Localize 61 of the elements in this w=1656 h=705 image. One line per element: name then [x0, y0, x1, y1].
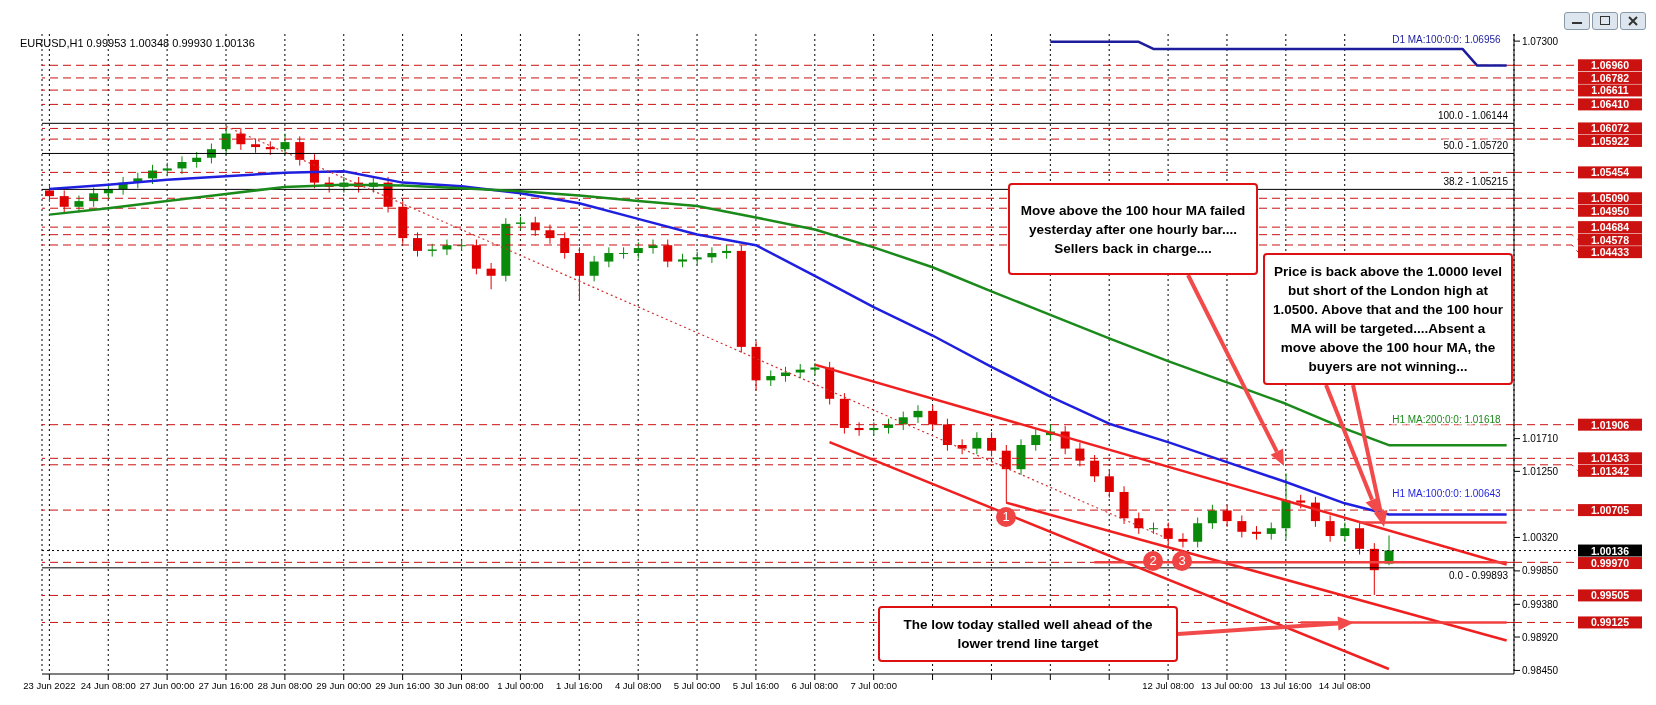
x-tick-label: 24 Jun 08:00: [80, 679, 136, 691]
ref-line-label: 1.04950: [1591, 204, 1630, 217]
annotation: 100.0 - 1.06144: [1437, 110, 1509, 122]
ref-line-label: 1.01906: [1591, 418, 1630, 431]
x-tick-label: 4 Jul 08:00: [614, 679, 662, 691]
ref-line-label: 1.00136: [1591, 544, 1630, 557]
text: H1 MA:200:0:0: 1.01618: [1392, 413, 1502, 425]
series-label: H1 MA:100:0:0: 1.00643: [1392, 488, 1502, 500]
y-tick-label: 0.99850: [1522, 565, 1559, 577]
x-tick-label: 29 Jun 16:00: [375, 679, 431, 691]
series-label: D1 MA:100:0:0: 1.06956: [1392, 33, 1502, 45]
x-tick-label: 30 Jun 08:00: [434, 679, 489, 691]
x-tick-label: 27 Jun 16:00: [198, 679, 254, 691]
ref-line-label: 1.06611: [1591, 84, 1629, 97]
y-tick-label: 0.98920: [1522, 631, 1559, 643]
ref-line-label: 1.06072: [1591, 122, 1630, 135]
ref-line-label: 1.05090: [1591, 192, 1630, 205]
ref-line-label: 1.00705: [1591, 504, 1630, 517]
ref-line-label: 1.06410: [1591, 98, 1630, 111]
chart-title: EURUSD,H1 0.99953 1.00348 0.99930 1.00136: [20, 37, 255, 49]
ref-line-label: 1.01342: [1591, 464, 1630, 477]
callout: The low today stalled well ahead of the lower trend line target: [878, 606, 1178, 662]
x-tick-label: 13 Jul 16:00: [1259, 679, 1312, 691]
x-tick-label: 1 Jul 00:00: [497, 679, 544, 691]
annotation: 38.2 - 1.05215: [1443, 176, 1509, 188]
x-tick-label: 28 Jun 08:00: [257, 679, 313, 691]
callout: Price is back above the 1.0000 level but short of the London high at 1.0500. Above that and the 100 hour MA will be targeted....Absent a move above the 100 hour MA, the buyers are not winning...: [1263, 253, 1513, 385]
x-tick-label: 29 Jun 00:00: [316, 679, 372, 691]
ref-line-label: 1.04433: [1591, 246, 1630, 259]
x-tick-label: 5 Jul 00:00: [673, 679, 721, 691]
ref-line-label: 1.04684: [1591, 221, 1630, 234]
x-tick-label: 7 Jul 00:00: [850, 679, 897, 691]
y-tick-label: 1.00320: [1522, 532, 1559, 544]
annotation: 0.0 - 0.99893: [1449, 569, 1509, 581]
annotation: 2: [1143, 551, 1163, 572]
x-tick-label: 5 Jul 16:00: [732, 679, 780, 691]
x-tick-label: 1 Jul 16:00: [556, 679, 603, 691]
ref-line-label: 1.01433: [1591, 452, 1630, 465]
ref-line-label: 1.04578: [1591, 233, 1630, 246]
ref-line-label: 1.05454: [1591, 166, 1630, 179]
x-tick-label: 27 Jun 00:00: [139, 679, 195, 691]
ref-line-label: 1.05922: [1591, 134, 1630, 147]
x-tick-label: 14 Jul 08:00: [1318, 679, 1371, 691]
ref-line-label: 0.99505: [1591, 589, 1630, 602]
x-tick-label: 23 Jun 2022: [23, 679, 76, 691]
annotation: 50.0 - 1.05720: [1443, 140, 1509, 152]
y-tick-label: 1.07300: [1522, 35, 1559, 47]
x-tick-label: 6 Jul 08:00: [791, 679, 839, 691]
x-tick-label: 13 Jul 00:00: [1201, 679, 1253, 691]
y-tick-label: 0.98450: [1522, 664, 1559, 676]
y-tick-label: 1.01710: [1522, 433, 1559, 445]
ref-line-label: 1.06960: [1591, 59, 1630, 72]
annotation: 3: [1172, 551, 1192, 572]
ref-line-label: 0.99125: [1591, 616, 1630, 629]
x-tick-label: 12 Jul 08:00: [1142, 679, 1194, 691]
annotation: 1: [996, 506, 1016, 527]
ref-line-label: 1.06782: [1591, 71, 1630, 84]
y-tick-label: 1.01250: [1522, 465, 1559, 477]
y-tick-label: 0.99380: [1522, 598, 1559, 610]
ref-line-label: 0.99970: [1591, 557, 1630, 570]
callout: Move above the 100 hour MA failed yesterday after one hourly bar.... Sellers back in charge....: [1008, 183, 1258, 275]
